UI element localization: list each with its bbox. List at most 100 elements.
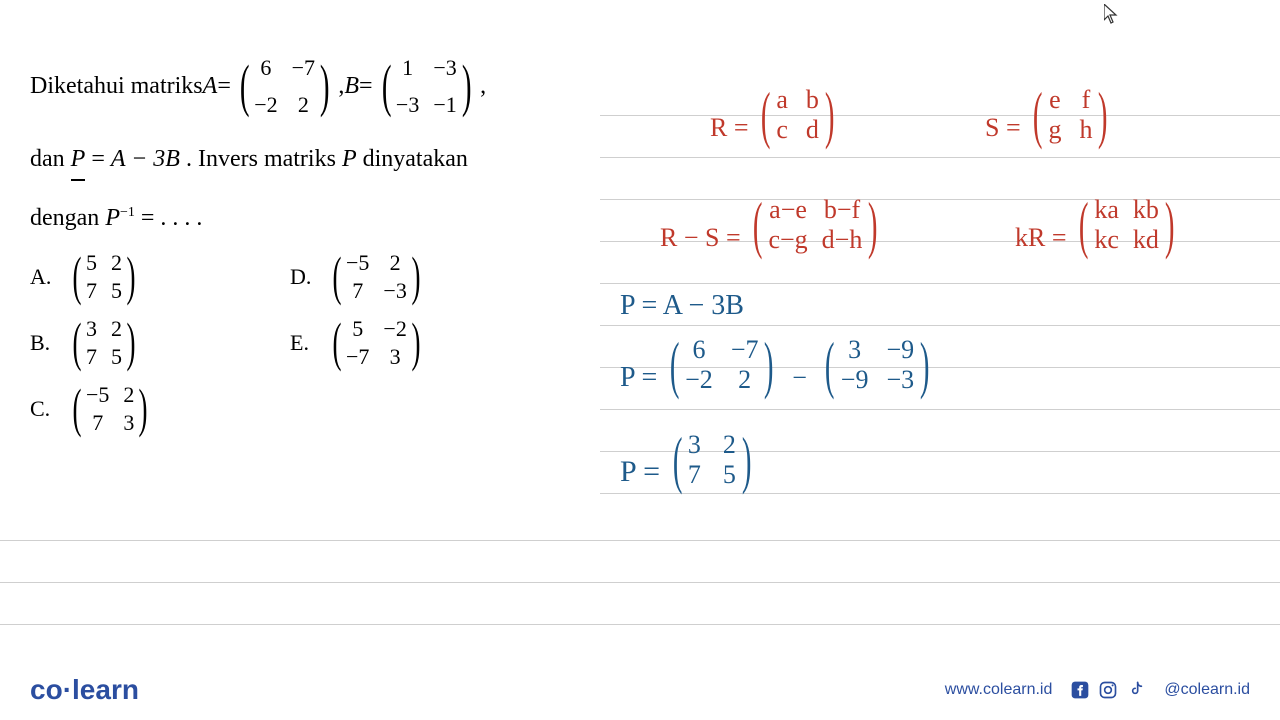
- cell: b−f: [822, 195, 863, 225]
- instagram-icon: [1098, 680, 1118, 700]
- option-letter: E.: [290, 330, 324, 356]
- cell: −7: [346, 344, 369, 370]
- cell: ka: [1094, 195, 1119, 225]
- problem-statement: Diketahui matriks A = ( 6 −7 −2 2 ) , B …: [30, 50, 590, 237]
- cell: 2: [292, 87, 315, 122]
- text: dinyatakan: [363, 146, 468, 172]
- social-icons: [1070, 680, 1146, 700]
- exp: −1: [120, 205, 135, 220]
- cell: a: [776, 85, 788, 115]
- cell: 3: [383, 344, 406, 370]
- text: =: [217, 67, 231, 105]
- var-B: B: [344, 67, 359, 105]
- text: =: [359, 67, 373, 105]
- expr: A − 3B: [111, 146, 180, 172]
- cell: kd: [1133, 225, 1159, 255]
- text: S =: [985, 113, 1021, 142]
- option-C: C. ( −52 73 ): [30, 382, 290, 436]
- mouse-cursor: [1104, 4, 1120, 29]
- handwriting-P3: P = ( 32 75 ): [620, 430, 757, 490]
- cell: 2: [111, 250, 122, 276]
- cell: c−g: [768, 225, 807, 255]
- cell: −2: [383, 316, 406, 342]
- cell: 5: [346, 316, 369, 342]
- option-letter: C.: [30, 396, 64, 422]
- cell: 7: [688, 460, 701, 490]
- text: P =: [620, 455, 660, 488]
- cell: −2: [254, 87, 277, 122]
- option-B: B. ( 32 75 ): [30, 316, 290, 370]
- option-letter: B.: [30, 330, 64, 356]
- cell: 3: [86, 316, 97, 342]
- cell: −2: [685, 365, 713, 395]
- var-P: P: [342, 146, 357, 172]
- cell: −9: [841, 365, 869, 395]
- cell: −3: [396, 87, 419, 122]
- var-P: P: [105, 205, 120, 231]
- cell: 6: [254, 50, 277, 85]
- cell: 3: [841, 335, 869, 365]
- handwriting-kR: kR = ( kakb kckd ): [1015, 195, 1180, 255]
- matrix-B: ( 1 −3 −3 −1 ): [377, 50, 477, 122]
- cell: 6: [685, 335, 713, 365]
- option-A: A. ( 52 75 ): [30, 250, 290, 304]
- cell: 5: [111, 344, 122, 370]
- cell: 5: [723, 460, 736, 490]
- cell: 2: [383, 250, 406, 276]
- option-E: E. ( 5−2 −73 ): [290, 316, 550, 370]
- cell: 7: [86, 278, 97, 304]
- cell: c: [776, 115, 788, 145]
- cell: f: [1079, 85, 1092, 115]
- cell: a−e: [768, 195, 807, 225]
- cell: kc: [1094, 225, 1119, 255]
- cell: 2: [723, 430, 736, 460]
- cell: 1: [396, 50, 419, 85]
- cell: 5: [111, 278, 122, 304]
- text: dan: [30, 146, 71, 172]
- cell: 2: [123, 382, 134, 408]
- var-A: A: [203, 67, 218, 105]
- text: dengan: [30, 205, 105, 231]
- cell: d−h: [822, 225, 863, 255]
- cell: 7: [86, 410, 109, 436]
- cell: 7: [346, 278, 369, 304]
- cell: −7: [292, 50, 315, 85]
- text: . Invers matriks: [186, 146, 342, 172]
- footer-url: www.colearn.id: [945, 681, 1053, 699]
- brand-logo: co·learn: [30, 674, 139, 706]
- text: R =: [710, 113, 749, 142]
- text: ,: [480, 67, 486, 105]
- handwriting-P2: P = ( 6−7 −22 ) − ( 3−9 −9−3 ): [620, 335, 935, 395]
- brand-part: learn: [72, 674, 139, 705]
- cell: −3: [433, 50, 456, 85]
- option-letter: D.: [290, 264, 324, 290]
- cell: 2: [111, 316, 122, 342]
- option-D: D. ( −52 7−3 ): [290, 250, 550, 304]
- cell: −1: [433, 87, 456, 122]
- cell: −9: [886, 335, 914, 365]
- cell: 5: [86, 250, 97, 276]
- cell: −3: [383, 278, 406, 304]
- cell: −7: [731, 335, 759, 365]
- text: =: [91, 146, 111, 172]
- text: = . . . .: [141, 205, 203, 231]
- footer-handle: @colearn.id: [1164, 681, 1250, 699]
- text: Diketahui matriks: [30, 67, 203, 105]
- tiktok-icon: [1126, 680, 1146, 700]
- cell: −3: [886, 365, 914, 395]
- option-letter: A.: [30, 264, 64, 290]
- cell: h: [1079, 115, 1092, 145]
- cell: kb: [1133, 195, 1159, 225]
- var-P: P: [71, 146, 86, 172]
- matrix-A: ( 6 −7 −2 2 ): [235, 50, 335, 122]
- cell: b: [806, 85, 819, 115]
- cell: 2: [731, 365, 759, 395]
- text: −: [792, 363, 807, 392]
- cell: 3: [123, 410, 134, 436]
- cell: −5: [346, 250, 369, 276]
- handwriting-S: S = ( ef gh ): [985, 85, 1114, 145]
- handwriting-R: R = ( ab cd ): [710, 85, 840, 145]
- handwriting-P1: P = A − 3B: [620, 290, 744, 322]
- brand-part: co: [30, 674, 63, 705]
- handwriting-RS: R − S = ( a−eb−f c−gd−h ): [660, 195, 884, 255]
